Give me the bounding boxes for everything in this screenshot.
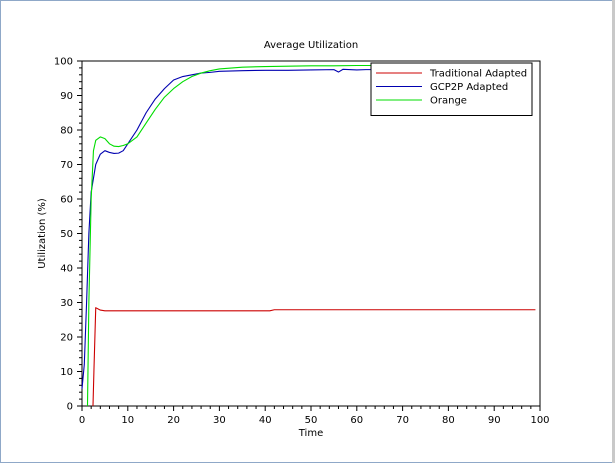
chart-title: Average Utilization: [264, 40, 358, 51]
x-tick-label: 10: [121, 415, 134, 426]
legend-box: [370, 62, 533, 116]
y-tick-label: 50: [60, 229, 73, 240]
y-tick-label: 10: [60, 367, 73, 378]
y-tick-label: 0: [67, 402, 73, 413]
series-layer: [81, 64, 536, 407]
y-tick-label: 60: [60, 195, 73, 206]
y-tick-label: 40: [60, 264, 73, 275]
x-axis-title: Time: [298, 428, 323, 439]
legend: Traditional Adapted GCP2P Adapted Orange: [370, 62, 533, 116]
x-tick-label: 100: [530, 415, 549, 426]
x-tick-label: 70: [396, 415, 409, 426]
y-tick-label: 30: [60, 298, 73, 309]
legend-label: GCP2P Adapted: [430, 82, 508, 93]
x-tick-label: 90: [488, 415, 501, 426]
axes: 0 10 20 30 40 50 60 70 80 90 100 0 10 20 30 40 50 60 70 80 9…: [54, 57, 550, 427]
x-tick-label: 50: [305, 415, 318, 426]
y-axis-title: Utilization (%): [37, 198, 48, 269]
x-tick-label: 30: [213, 415, 226, 426]
x-tick-label: 40: [259, 415, 272, 426]
x-tick-label: 60: [350, 415, 363, 426]
x-tick-label: 0: [79, 415, 85, 426]
y-tick-label: 70: [60, 160, 73, 171]
y-tick-label: 80: [60, 126, 73, 137]
window-edge: [612, 0, 615, 463]
x-tick-label: 20: [167, 415, 180, 426]
x-tick-label: 80: [442, 415, 455, 426]
legend-label: Traditional Adapted: [429, 69, 527, 80]
plot-frame: [81, 60, 541, 407]
series-line-orange: [86, 64, 371, 407]
series-line-traditional-adapted: [92, 307, 536, 407]
y-tick-label: 100: [54, 57, 73, 68]
plot-area: [81, 60, 541, 407]
series-line-gcp2p-adapted: [81, 68, 371, 389]
legend-label: Orange: [430, 96, 467, 107]
y-tick-label: 20: [60, 333, 73, 344]
y-tick-label: 90: [60, 91, 73, 102]
